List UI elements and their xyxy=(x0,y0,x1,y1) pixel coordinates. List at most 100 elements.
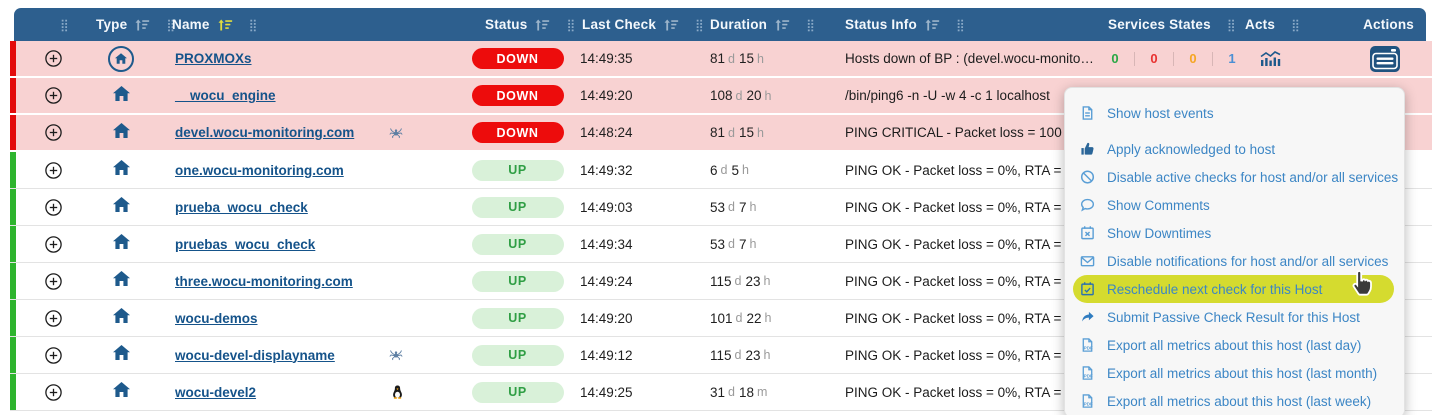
drag-handle-icon[interactable]: ⣿ xyxy=(955,17,965,32)
last-check-time: 14:49:25 xyxy=(580,384,633,400)
menu-item-show-host-events[interactable]: Show host events xyxy=(1065,99,1404,127)
duration-unit: h xyxy=(764,311,772,325)
column-label-status: Status xyxy=(485,17,528,32)
host-name-link[interactable]: prueba_wocu_check xyxy=(175,199,308,215)
linux-host-icon xyxy=(392,385,403,399)
sort-icon[interactable] xyxy=(664,19,679,31)
menu-item-apply-acknowledged[interactable]: Apply acknowledged to host xyxy=(1065,135,1404,163)
expand-row-button[interactable] xyxy=(44,87,62,104)
menu-item-submit-passive-check[interactable]: Submit Passive Check Result for this Hos… xyxy=(1065,303,1404,331)
drag-handle-icon[interactable]: ⣿ xyxy=(60,17,69,32)
comment-icon xyxy=(1079,197,1095,213)
last-check-time: 14:48:24 xyxy=(580,125,633,140)
column-header-duration[interactable]: Duration ⣿ xyxy=(695,8,838,41)
host-icon xyxy=(112,382,130,402)
duration-unit: d xyxy=(728,51,735,66)
status-info-cell: PING OK - Packet loss = 0%, RTA = xyxy=(838,263,1100,299)
menu-item-export-metrics-last-month[interactable]: PDF Export all metrics about this host (l… xyxy=(1065,359,1404,387)
column-header-services[interactable]: Services States ⣿ xyxy=(1100,8,1240,41)
drag-handle-icon[interactable]: ⣿ xyxy=(695,17,704,32)
expand-cell xyxy=(16,78,90,113)
actions-menu-button[interactable] xyxy=(1370,45,1400,72)
status-info-cell: PING OK - Packet loss = 0%, RTA = xyxy=(838,300,1100,336)
metrics-chart-icon[interactable] xyxy=(1260,51,1281,66)
type-cell xyxy=(90,226,160,262)
drag-handle-icon[interactable]: ⣿ xyxy=(806,17,815,32)
column-header-name[interactable]: Name ⣿ xyxy=(160,8,465,41)
column-label-services: Services States xyxy=(1108,17,1211,32)
column-header-info[interactable]: Status Info ⣿ xyxy=(838,8,1100,41)
host-name-link[interactable]: PROXMOXs xyxy=(175,51,252,66)
status-badge: DOWN xyxy=(471,48,564,69)
duration-unit: h xyxy=(763,348,771,362)
host-name-link[interactable]: pruebas_wocu_check xyxy=(175,236,316,252)
expand-row-button[interactable] xyxy=(44,309,62,327)
last-check-time: 14:49:20 xyxy=(580,310,633,326)
sort-icon[interactable] xyxy=(218,19,233,31)
status-info-text: Hosts down of BP : (devel.wocu-monito… xyxy=(845,51,1094,66)
menu-item-export-metrics-last-day[interactable]: PDF Export all metrics about this host (l… xyxy=(1065,331,1404,359)
expand-cell xyxy=(16,41,90,76)
column-header-status[interactable]: Status ⣿ xyxy=(465,8,575,41)
column-header-actions[interactable]: Actions xyxy=(1300,8,1426,41)
services-states-cell: 0 0 0 1 xyxy=(1100,41,1240,76)
expand-row-button[interactable] xyxy=(44,346,62,364)
expand-row-button[interactable] xyxy=(44,124,62,141)
svg-text:PDF: PDF xyxy=(1083,345,1092,350)
menu-item-disable-notifications[interactable]: Disable notifications for host and/or al… xyxy=(1065,247,1404,275)
services-ok-count[interactable]: 0 xyxy=(1111,51,1119,66)
expand-row-button[interactable] xyxy=(44,161,62,179)
status-cell: UP xyxy=(465,300,570,336)
expand-cell xyxy=(16,189,90,225)
drag-handle-icon[interactable]: ⣿ xyxy=(566,17,576,32)
host-name-link[interactable]: one.wocu-monitoring.com xyxy=(175,162,344,178)
services-unknown-count[interactable]: 1 xyxy=(1228,51,1236,66)
sort-icon[interactable] xyxy=(775,19,790,31)
host-name-link[interactable]: devel.wocu-monitoring.com xyxy=(175,125,355,140)
host-name-link[interactable]: wocu-devel-displayname xyxy=(175,347,335,363)
last-check-cell: 14:49:24 xyxy=(570,263,695,299)
expand-row-button[interactable] xyxy=(44,383,62,401)
status-badge: UP xyxy=(471,381,564,403)
services-critical-count[interactable]: 0 xyxy=(1150,51,1158,66)
status-info-cell: PING OK - Packet loss = 0%, RTA = xyxy=(838,226,1100,262)
sort-icon[interactable] xyxy=(135,19,150,31)
host-name-link[interactable]: wocu-devel2 xyxy=(175,384,257,400)
type-cell xyxy=(90,374,160,410)
last-check-time: 14:49:35 xyxy=(580,51,633,66)
drag-handle-icon[interactable]: ⣿ xyxy=(166,17,176,32)
drag-handle-icon[interactable]: ⣿ xyxy=(1291,17,1300,32)
calendar-check-icon xyxy=(1079,281,1095,297)
expand-row-button[interactable] xyxy=(44,272,62,290)
expand-row-button[interactable] xyxy=(44,235,62,253)
menu-item-show-comments[interactable]: Show Comments xyxy=(1065,191,1404,219)
actions-cell xyxy=(1300,41,1432,76)
duration-cell: 115 d 23 h xyxy=(695,337,838,373)
menu-item-export-metrics-last-week[interactable]: PDF Export all metrics about this host (l… xyxy=(1065,387,1404,415)
duration-cell: 81 d 15 h xyxy=(695,41,838,76)
expand-cell xyxy=(16,374,90,410)
svg-text:PDF: PDF xyxy=(1083,401,1092,406)
duration-value: 31 xyxy=(710,384,726,400)
host-name-link[interactable]: wocu-demos xyxy=(175,310,258,326)
drag-handle-icon[interactable]: ⣿ xyxy=(1226,17,1236,32)
sort-icon[interactable] xyxy=(535,19,550,31)
menu-item-reschedule-next-check[interactable]: Reschedule next check for this Host xyxy=(1073,275,1394,303)
column-header-last[interactable]: Last Check ⣿ xyxy=(570,8,704,41)
host-name-link[interactable]: __wocu_engine xyxy=(175,88,276,103)
name-cell: one.wocu-monitoring.com xyxy=(160,152,465,188)
menu-item-disable-active-checks[interactable]: Disable active checks for host and/or al… xyxy=(1065,163,1404,191)
menu-item-label: Disable active checks for host and/or al… xyxy=(1107,169,1399,185)
status-info-cell: PING CRITICAL - Packet loss = 100 xyxy=(838,115,1100,150)
table-row: PROXMOXs DOWN 14:49:35 81 d 15 h Hosts down of … xyxy=(10,41,1432,78)
drag-handle-icon[interactable]: ⣿ xyxy=(248,17,258,32)
host-name-link[interactable]: three.wocu-monitoring.com xyxy=(175,273,353,289)
expand-row-button[interactable] xyxy=(44,50,62,67)
column-header-acts[interactable]: Acts ⣿ xyxy=(1240,8,1300,41)
menu-item-show-downtimes[interactable]: Show Downtimes xyxy=(1065,219,1404,247)
sort-icon[interactable] xyxy=(925,19,940,31)
expand-row-button[interactable] xyxy=(44,198,62,216)
services-warning-count[interactable]: 0 xyxy=(1189,51,1197,66)
column-header-type[interactable]: Type ⣿ xyxy=(90,8,175,41)
separator xyxy=(1134,51,1135,66)
